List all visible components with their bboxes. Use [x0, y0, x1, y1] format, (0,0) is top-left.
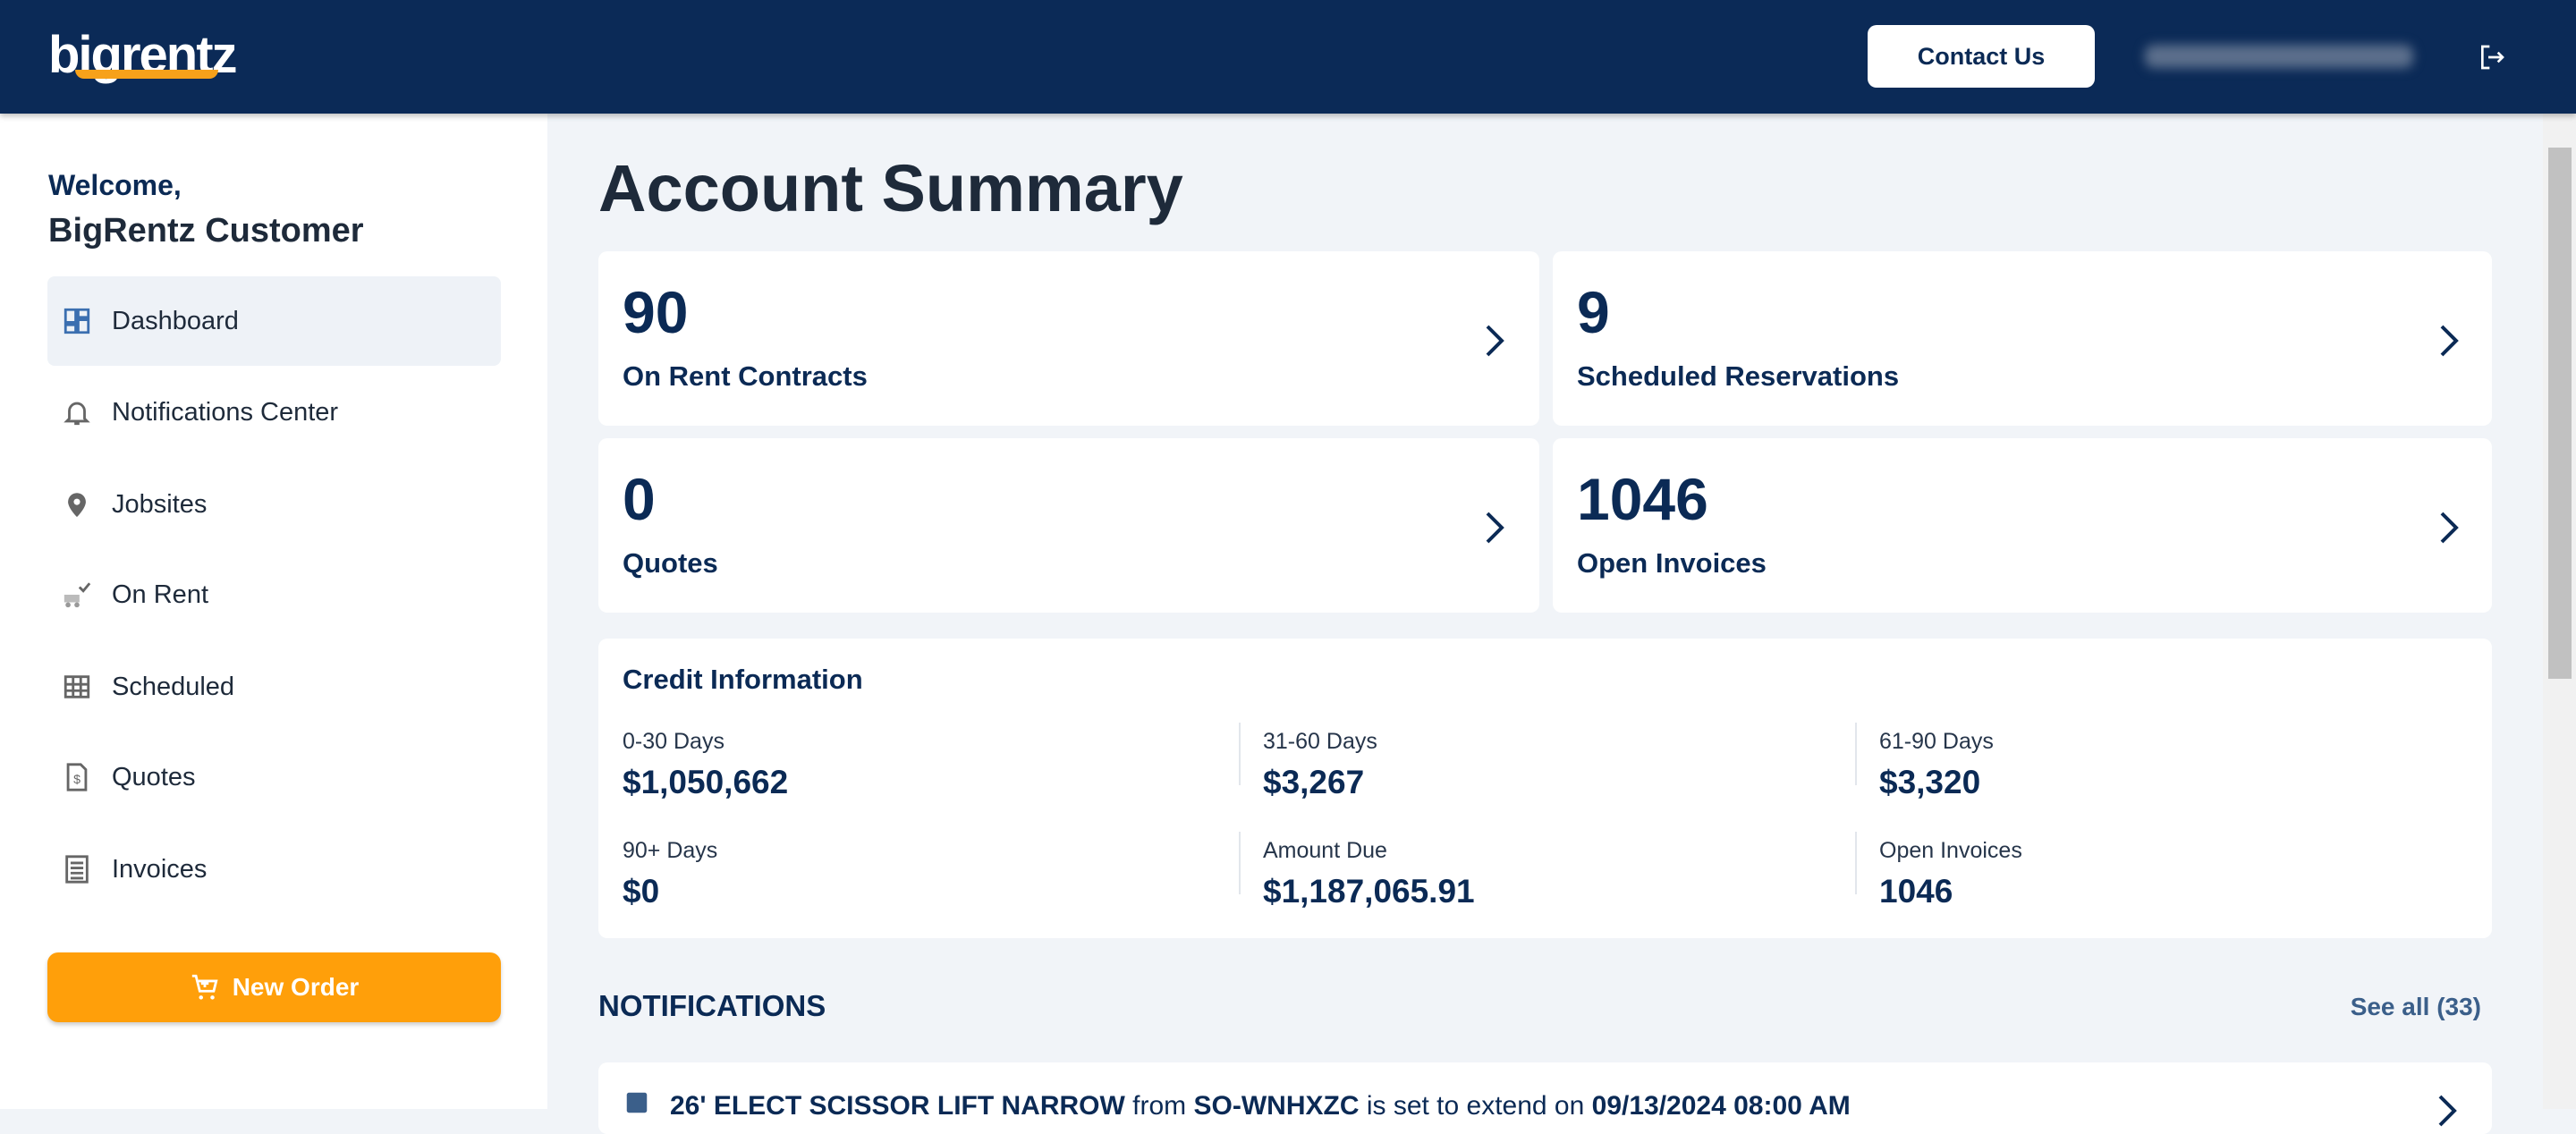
scrollbar[interactable] [2543, 114, 2576, 1109]
nav-item[interactable]: Invoices [47, 825, 501, 914]
nav-item[interactable]: Dashboard [47, 276, 501, 366]
credit-label: Amount Due [1263, 838, 1387, 863]
card-label: Quotes [623, 547, 718, 579]
notification-icon [626, 1092, 648, 1113]
nav-label: Scheduled [112, 672, 235, 701]
card-label: Scheduled Reservations [1577, 360, 1900, 392]
credit-title: Credit Information [623, 664, 863, 695]
nav-label: Quotes [112, 762, 196, 791]
credit-label: Open Invoices [1879, 838, 2022, 863]
see-all-link[interactable]: See all (33) [2350, 993, 2481, 1020]
summary-card[interactable]: 0 Quotes [598, 438, 1539, 613]
card-value: 1046 [1577, 466, 1708, 532]
cart-icon [191, 974, 218, 1000]
chevron [2438, 1095, 2457, 1127]
divider [1239, 723, 1241, 785]
nav-item[interactable]: Jobsites [47, 460, 501, 549]
nav-label: Invoices [112, 854, 208, 884]
card-label: On Rent Contracts [623, 360, 868, 392]
nav-item[interactable]: Notifications Center [47, 368, 501, 457]
page-title: Account Summary [598, 151, 1183, 225]
credit-label: 90+ Days [623, 838, 718, 863]
icon [65, 855, 89, 884]
new-order-label: New Order [232, 973, 360, 1001]
icon [64, 582, 91, 608]
divider [1239, 832, 1241, 894]
user-email-blurred [2145, 45, 2413, 68]
text-part: 26' ELECT SCISSOR LIFT NARROW [670, 1091, 1125, 1121]
card-value: 90 [623, 279, 689, 345]
nav-label: On Rent [112, 580, 208, 609]
logout-icon[interactable] [2478, 43, 2506, 72]
icon [64, 402, 90, 426]
nav-item[interactable]: On Rent [47, 550, 501, 639]
logo-swoosh [75, 70, 218, 79]
nav-label: Notifications Center [112, 397, 339, 427]
nav-label: Dashboard [112, 306, 239, 335]
card-value: 9 [1577, 279, 1610, 345]
welcome: Welcome, [48, 169, 182, 201]
icon [68, 493, 86, 518]
notification-card[interactable]: 26' ELECT SCISSOR LIFT NARROW from SO-WN… [598, 1062, 2492, 1134]
chevron [1486, 512, 1504, 544]
new-order-button[interactable]: New Order [47, 952, 501, 1022]
contact-button[interactable]: Contact Us [1868, 25, 2095, 88]
chevron [1486, 325, 1504, 357]
chevron [2440, 325, 2459, 357]
svg-text:$: $ [73, 773, 80, 787]
icon: $ [66, 763, 88, 791]
user-name: BigRentz Customer [48, 212, 364, 250]
divider [1855, 723, 1857, 785]
icon [64, 308, 90, 334]
notifications-title: NOTIFICATIONS [598, 989, 826, 1022]
credit-label: 0-30 Days [623, 729, 724, 754]
nav-label: Jobsites [112, 489, 208, 519]
divider [1855, 832, 1857, 894]
credit-value: $1,187,065.91 [1263, 873, 1475, 910]
summary-card[interactable]: 9 Scheduled Reservations [1553, 251, 2492, 426]
summary-card[interactable]: 1046 Open Invoices [1553, 438, 2492, 613]
credit-value: $3,267 [1263, 764, 1365, 800]
icon [64, 675, 90, 698]
text-part: SO-WNHXZC [1193, 1091, 1360, 1121]
nav-item[interactable]: Scheduled [47, 642, 501, 732]
notification-text: 26' ELECT SCISSOR LIFT NARROW from SO-WN… [670, 1091, 1851, 1121]
credit-value: $0 [623, 873, 660, 910]
summary-card[interactable]: 90 On Rent Contracts [598, 251, 1539, 426]
chevron [2440, 512, 2459, 544]
credit-value: $1,050,662 [623, 764, 789, 800]
card-label: Open Invoices [1577, 547, 1767, 579]
text-part: from [1124, 1091, 1194, 1121]
credit-card: Credit Information 0-30 Days $1,050,662 … [598, 639, 2492, 938]
scrollbar-thumb[interactable] [2548, 148, 2572, 679]
credit-label: 61-90 Days [1879, 729, 1994, 754]
header: bigrentz Contact Us [0, 0, 2576, 114]
credit-label: 31-60 Days [1263, 729, 1377, 754]
text-part: 09/13/2024 08:00 AM [1591, 1091, 1851, 1121]
credit-value: $3,320 [1879, 764, 1981, 800]
card-value: 0 [623, 466, 656, 532]
credit-value: 1046 [1879, 873, 1953, 910]
text-part: is set to extend on [1359, 1091, 1592, 1121]
nav-item[interactable]: $ Quotes [47, 732, 501, 822]
